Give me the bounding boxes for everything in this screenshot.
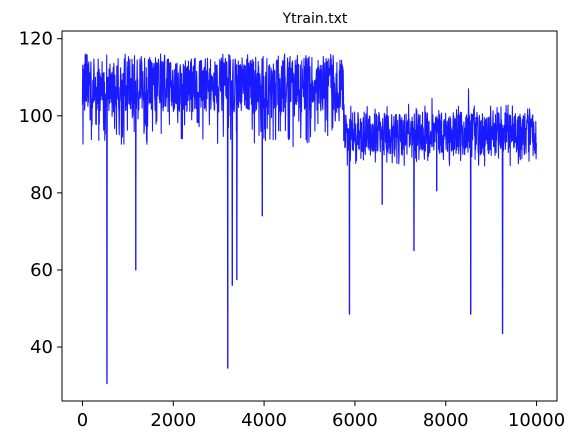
chart-title: Ytrain.txt [282, 11, 348, 27]
y-tick-label-0: 40 [30, 337, 53, 358]
x-tick-label-1: 2000 [150, 410, 196, 431]
x-tick-label-4: 8000 [423, 410, 469, 431]
y-tick-label-2: 80 [30, 183, 53, 204]
y-tick-label-4: 120 [19, 29, 53, 50]
y-tick-label-3: 100 [19, 106, 53, 127]
data-series-line [81, 53, 537, 385]
axes: 0 2000 4000 6000 8000 10000 40 60 80 100 120 [19, 29, 566, 431]
x-tick-label-2: 4000 [241, 410, 287, 431]
x-tick-label-0: 0 [77, 410, 88, 431]
plot-area [81, 53, 537, 385]
y-tick-label-1: 60 [30, 260, 53, 281]
x-tick-label-3: 6000 [332, 410, 378, 431]
x-tick-label-5: 10000 [508, 410, 565, 431]
axes-frame [61, 30, 558, 402]
